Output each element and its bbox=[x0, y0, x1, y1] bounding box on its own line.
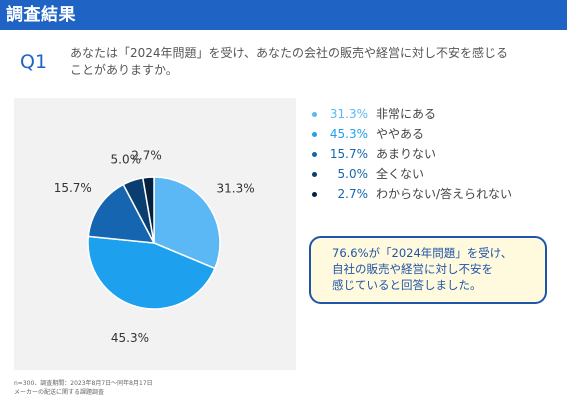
legend-swatch-3 bbox=[312, 152, 317, 157]
pie-slice-2 bbox=[87, 235, 216, 310]
pie-chart: 31.3% 45.3% 15.7% 5.0%2.7% bbox=[54, 148, 255, 345]
pie-slice-1 bbox=[153, 176, 221, 270]
page-title: 調査結果 bbox=[6, 5, 76, 25]
chart-legend: 31.3% 非常にある 45.3% ややある 15.7% あまりない 5.0% 全くない 2.7… bbox=[312, 104, 562, 204]
legend-swatch-2 bbox=[312, 132, 317, 137]
legend-item-1: 31.3% 非常にある bbox=[312, 104, 562, 124]
callout-line-3: 感じていると回答しました。 bbox=[332, 278, 482, 292]
legend-item-2: 45.3% ややある bbox=[312, 124, 562, 144]
legend-label-5: わからない/答えられない bbox=[376, 187, 513, 201]
pie-data-label-1: 31.3% bbox=[217, 182, 255, 196]
summary-callout: 76.6%が「2024年問題」を受け、 自社の販売や経営に対し不安を 感じている… bbox=[309, 236, 547, 304]
legend-label-1: 非常にある bbox=[376, 107, 437, 121]
legend-swatch-4 bbox=[312, 172, 317, 177]
legend-item-3: 15.7% あまりない bbox=[312, 144, 562, 164]
pie-data-label-4: 5.0% bbox=[111, 153, 142, 167]
legend-swatch-5 bbox=[312, 192, 317, 197]
question-text-line-1: あなたは「2024年問題」を受け、あなたの会社の販売や経営に対し不安を感じる bbox=[70, 46, 508, 60]
legend-value-3: 15.7% bbox=[329, 147, 368, 161]
question-text: あなたは「2024年問題」を受け、あなたの会社の販売や経営に対し不安を感じる こ… bbox=[70, 45, 540, 79]
callout-line-2: 自社の販売や経営に対し不安を bbox=[332, 262, 493, 276]
header-bar: 調査結果 bbox=[0, 0, 567, 30]
legend-label-2: ややある bbox=[376, 127, 425, 141]
pie-slice-5 bbox=[141, 176, 155, 244]
footnote-survey-info: n=300、調査期間：2023年8月7日～同年8月17日 bbox=[14, 380, 153, 387]
legend-value-5: 2.7% bbox=[337, 187, 369, 201]
footnote-survey-name: メーカーの配送に関する課題調査 bbox=[14, 389, 105, 396]
pie-slice-3 bbox=[87, 183, 156, 244]
legend-item-5: 2.7% わからない/答えられない bbox=[312, 184, 562, 204]
legend-swatch-1 bbox=[312, 112, 317, 117]
callout-line-1: 76.6%が「2024年問題」を受け、 bbox=[332, 246, 513, 260]
pie-chart-panel: 31.3% 45.3% 15.7% 5.0% 2.7% bbox=[14, 98, 296, 370]
pie-data-label-5: 2.7% bbox=[131, 148, 162, 162]
legend-value-4: 5.0% bbox=[337, 167, 369, 181]
legend-value-1: 31.3% bbox=[329, 107, 368, 121]
question-text-line-2: ことがありますか。 bbox=[70, 63, 178, 77]
legend-value-2: 45.3% bbox=[329, 127, 368, 141]
pie-data-label-2: 45.3% bbox=[111, 331, 149, 345]
question-number: Q1 bbox=[20, 51, 48, 73]
legend-label-3: あまりない bbox=[376, 147, 437, 161]
legend-item-4: 5.0% 全くない bbox=[312, 164, 562, 184]
legend-label-4: 全くない bbox=[376, 167, 425, 181]
pie-data-label-3: 15.7% bbox=[54, 181, 92, 195]
